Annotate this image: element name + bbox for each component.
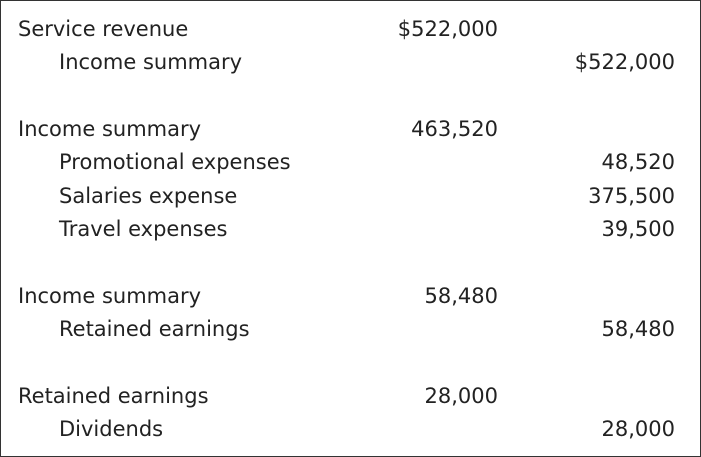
account-name: Income summary [59,50,243,75]
journal-line: Promotional expenses 48,520 [1,146,700,179]
journal-line: Income summary $522,000 [1,46,700,79]
credit-amount: 39,500 [601,216,675,241]
journal-line: Income summary 463,520 [1,113,700,146]
credit-amount: $522,000 [574,50,675,75]
account-name: Salaries expense [59,183,238,208]
account-name: Retained earnings [59,316,250,341]
account-name: Service revenue [18,17,189,41]
journal-line: Retained earnings 28,000 [1,380,700,413]
journal-line: Retained earnings 58,480 [1,313,700,346]
journal-line: Income summary 58,480 [1,280,700,313]
account-name: Income summary [18,283,202,308]
account-name: Promotional expenses [59,150,291,175]
journal-line: Service revenue $522,000 [1,13,700,46]
credit-amount: 48,520 [601,150,675,175]
debit-amount: 463,520 [411,116,498,141]
journal-line: Travel expenses 39,500 [1,213,700,246]
credit-amount: 28,000 [601,416,675,441]
account-name: Travel expenses [59,216,228,241]
account-name: Income summary [18,116,202,141]
debit-amount: 58,480 [424,283,498,308]
debit-amount: 28,000 [424,383,498,408]
debit-amount: $522,000 [397,17,498,41]
credit-amount: 375,500 [588,183,675,208]
journal-line: Salaries expense 375,500 [1,180,700,213]
credit-amount: 58,480 [601,316,675,341]
account-name: Dividends [59,416,164,441]
journal-line: Dividends 28,000 [1,413,700,446]
account-name: Retained earnings [18,383,209,408]
